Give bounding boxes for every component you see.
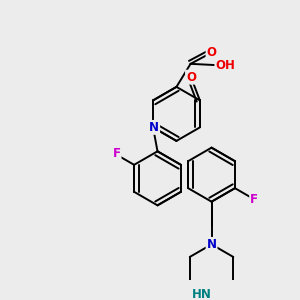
Text: O: O xyxy=(186,71,196,84)
Text: F: F xyxy=(112,147,121,160)
Text: OH: OH xyxy=(215,58,235,71)
Text: HN: HN xyxy=(192,288,212,300)
Text: N: N xyxy=(149,121,159,134)
Text: O: O xyxy=(206,46,217,59)
Text: F: F xyxy=(250,193,258,206)
Text: N: N xyxy=(206,238,217,251)
